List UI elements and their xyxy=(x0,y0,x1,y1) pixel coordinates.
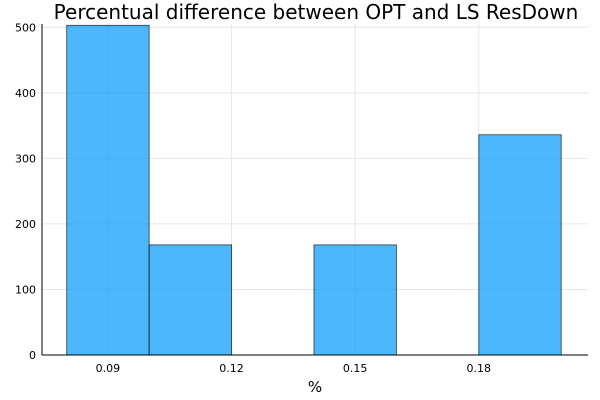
histogram-bar xyxy=(148,244,232,356)
x-axis-label: % xyxy=(308,378,322,396)
y-tick-label: 200 xyxy=(15,218,36,231)
histogram-bar xyxy=(478,134,562,356)
x-tick-label: 0.18 xyxy=(467,362,492,375)
y-tick-label: 400 xyxy=(15,87,36,100)
y-tick-label: 300 xyxy=(15,152,36,165)
x-tick-labels: 0.09 0.12 0.15 0.18 xyxy=(96,362,491,375)
x-tick-label: 0.15 xyxy=(343,362,368,375)
y-tick-label: 0 xyxy=(29,349,36,362)
x-tick-label: 0.12 xyxy=(219,362,244,375)
y-tick-label: 500 xyxy=(15,21,36,34)
histogram-bar xyxy=(313,244,397,356)
chart-title: Percentual difference between OPT and LS… xyxy=(54,0,579,24)
axes xyxy=(41,24,588,356)
bars xyxy=(66,24,562,356)
y-tick-label: 100 xyxy=(15,283,36,296)
y-tick-labels: 0 100 200 300 400 500 xyxy=(15,21,36,362)
histogram-bar xyxy=(66,24,150,356)
x-tick-label: 0.09 xyxy=(96,362,121,375)
